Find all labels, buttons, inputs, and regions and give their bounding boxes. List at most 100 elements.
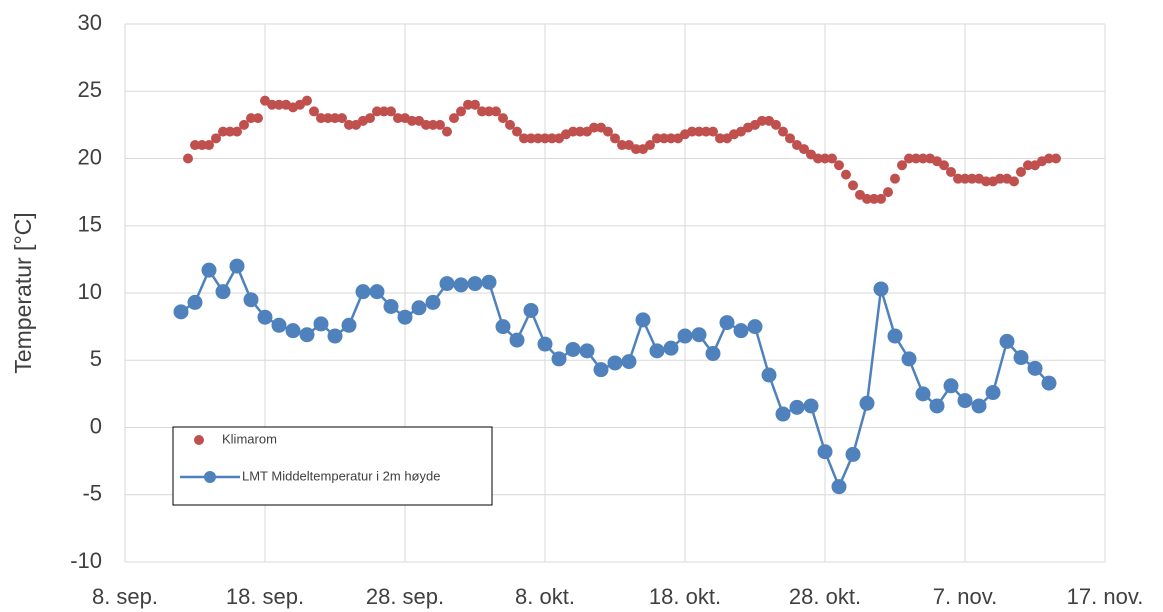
data-point <box>271 317 287 333</box>
data-point <box>449 113 459 124</box>
data-point <box>509 332 525 348</box>
data-point <box>218 126 228 137</box>
data-point <box>967 173 977 184</box>
data-point <box>659 133 669 144</box>
data-point <box>246 113 256 124</box>
data-point <box>239 119 249 130</box>
data-point <box>971 398 987 414</box>
y-tick-label: -5 <box>82 481 102 506</box>
data-point <box>649 343 665 359</box>
data-point <box>355 284 371 300</box>
data-point <box>593 362 609 378</box>
data-point <box>1051 153 1061 164</box>
data-point <box>813 153 823 164</box>
data-point <box>372 106 382 117</box>
data-point <box>694 126 704 137</box>
data-point <box>929 398 945 414</box>
data-point <box>1044 153 1054 164</box>
data-point <box>365 113 375 124</box>
y-tick-label: 0 <box>90 413 102 438</box>
data-point <box>187 294 203 310</box>
data-point <box>845 446 861 462</box>
data-point <box>575 126 585 137</box>
legend-marker <box>204 471 216 483</box>
data-point <box>918 153 928 164</box>
data-point <box>946 166 956 177</box>
data-point <box>890 173 900 184</box>
data-point <box>425 294 441 310</box>
data-point <box>344 119 354 130</box>
data-point <box>327 328 343 344</box>
data-point <box>817 444 833 460</box>
data-point <box>337 113 347 124</box>
data-point <box>323 113 333 124</box>
data-point <box>495 319 511 335</box>
x-tick-label: 7. nov. <box>933 584 997 609</box>
data-point <box>915 386 931 402</box>
data-point <box>603 126 613 137</box>
data-point <box>519 133 529 144</box>
data-point <box>957 393 973 409</box>
data-point <box>841 169 851 180</box>
data-point <box>215 284 231 300</box>
data-point <box>831 479 847 495</box>
data-point <box>369 284 385 300</box>
x-tick-label: 8. okt. <box>515 584 575 609</box>
y-tick-label: 20 <box>78 144 102 169</box>
data-point <box>803 398 819 414</box>
x-tick-label: 18. okt. <box>649 584 721 609</box>
data-point <box>411 300 427 316</box>
data-point <box>904 153 914 164</box>
data-point <box>523 302 539 318</box>
data-point <box>498 113 508 124</box>
data-point <box>190 140 200 151</box>
data-point <box>785 133 795 144</box>
data-point <box>383 298 399 314</box>
data-point <box>393 113 403 124</box>
data-point <box>789 399 805 415</box>
data-point <box>775 406 791 422</box>
data-point <box>467 276 483 292</box>
data-point <box>635 312 651 328</box>
data-point <box>747 319 763 335</box>
data-point <box>274 99 284 110</box>
data-point <box>873 281 889 297</box>
data-point <box>719 315 735 331</box>
data-point <box>267 99 277 110</box>
data-point <box>491 106 501 117</box>
data-point <box>610 133 620 144</box>
data-point <box>379 106 389 117</box>
data-point <box>470 99 480 110</box>
data-point <box>211 133 221 144</box>
data-point <box>691 327 707 343</box>
data-point <box>859 395 875 411</box>
data-point <box>453 277 469 293</box>
data-point <box>481 274 497 290</box>
legend-marker <box>194 435 204 445</box>
legend-box <box>172 426 493 506</box>
data-point <box>848 180 858 191</box>
data-point <box>708 126 718 137</box>
y-tick-label: 5 <box>90 346 102 371</box>
data-point <box>243 292 259 308</box>
x-tick-label: 8. sep. <box>92 584 158 609</box>
data-point <box>715 133 725 144</box>
data-point <box>834 160 844 171</box>
data-point <box>652 133 662 144</box>
data-point <box>173 304 189 320</box>
data-point <box>897 160 907 171</box>
data-point <box>421 119 431 130</box>
data-point <box>299 327 315 343</box>
x-tick-label: 17. nov. <box>1067 584 1144 609</box>
data-point <box>995 173 1005 184</box>
data-point <box>232 126 242 137</box>
data-point <box>197 140 207 151</box>
legend-label: LMT Middeltemperatur i 2m høyde <box>242 468 440 483</box>
y-tick-label: 25 <box>78 77 102 102</box>
data-point <box>953 173 963 184</box>
data-point <box>341 317 357 333</box>
data-point <box>257 309 273 325</box>
data-point <box>981 176 991 187</box>
data-point <box>799 144 809 155</box>
